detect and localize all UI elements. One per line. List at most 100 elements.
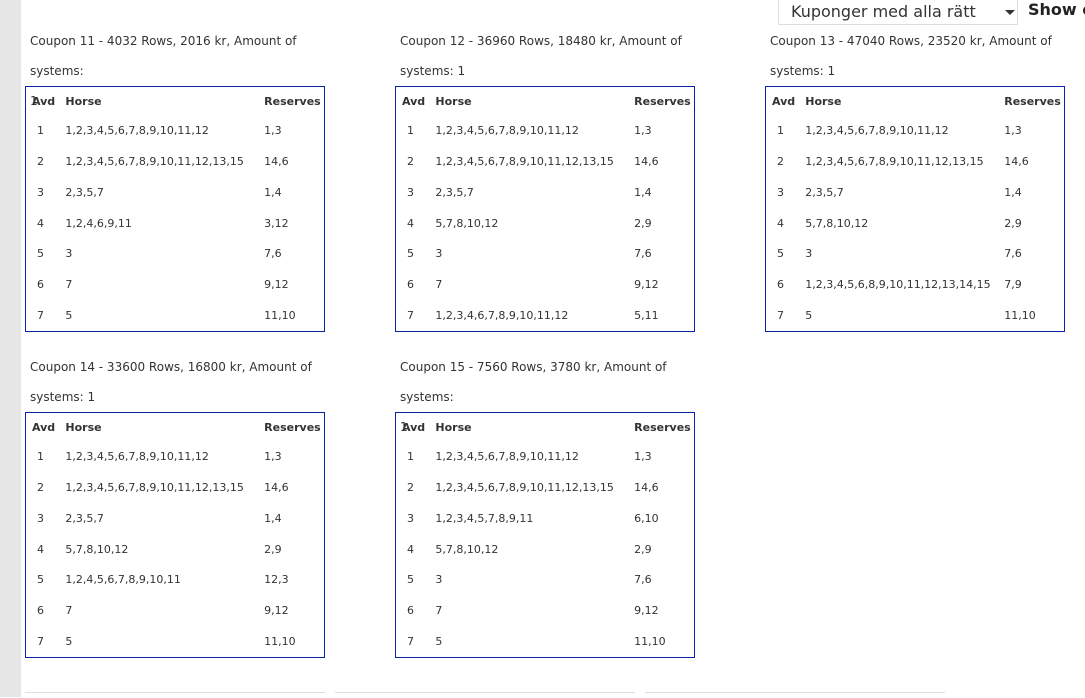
horse-cell: 1,2,3,4,5,6,7,8,9,10,11,12 <box>65 124 209 138</box>
column-header-avd: Avd <box>32 94 56 108</box>
chevron-down-icon[interactable] <box>1005 10 1015 15</box>
coupon-title: Coupon 14 - 33600 Rows, 16800 kr, Amount… <box>25 352 325 412</box>
table-row: 5 3 7,6 <box>396 565 695 596</box>
avd-cell: 3 <box>777 185 784 199</box>
table-row: 6 7 9,12 <box>26 269 325 300</box>
avd-cell: 5 <box>37 573 44 587</box>
column-header-horse: Horse <box>805 94 842 108</box>
table-row: 1 1,2,3,4,5,6,7,8,9,10,11,12 1,3 <box>766 115 1065 146</box>
reserves-cell: 1,4 <box>264 185 282 199</box>
avd-cell: 4 <box>37 216 44 230</box>
coupon-title: Coupon 11 - 4032 Rows, 2016 kr, Amount o… <box>25 26 325 108</box>
avd-cell: 6 <box>407 604 414 618</box>
show-columns-label[interactable]: Show co <box>1028 0 1085 19</box>
horse-cell: 1,2,3,4,5,6,7,8,9,10,11,12 <box>435 124 579 138</box>
avd-cell: 2 <box>407 155 414 169</box>
horse-cell: 5 <box>435 635 443 649</box>
horse-cell: 2,3,5,7 <box>805 185 844 199</box>
table-row: 7 5 11,10 <box>396 626 695 657</box>
coupon-title-line: Coupon 15 - 7560 Rows, 3780 kr, Amount o… <box>400 360 667 404</box>
column-header-horse: Horse <box>65 420 102 434</box>
horse-cell: 1,2,4,6,9,11 <box>65 216 132 230</box>
reserves-cell: 14,6 <box>264 155 289 169</box>
table-row: 4 1,2,4,6,9,11 3,12 <box>26 208 325 239</box>
horse-cell: 3 <box>805 247 813 261</box>
reserves-cell: 6,10 <box>634 511 659 525</box>
horse-cell: 1,2,3,4,5,6,7,8,9,10,11,12,13,15 <box>65 155 244 169</box>
avd-cell: 6 <box>407 278 414 292</box>
coupon-title-line: 1 <box>400 420 408 434</box>
horse-cell: 3 <box>435 573 443 587</box>
avd-cell: 5 <box>407 247 414 261</box>
horse-cell: 1,2,3,4,5,7,8,9,11 <box>435 511 534 525</box>
reserves-cell: 1,3 <box>634 124 652 138</box>
coupon-title-line: systems: 1 <box>770 64 836 78</box>
avd-cell: 7 <box>407 635 414 649</box>
avd-cell: 5 <box>407 573 414 587</box>
column-header-horse: Horse <box>435 94 472 108</box>
reserves-cell: 2,9 <box>634 216 652 230</box>
coupon-block: Coupon 13 - 47040 Rows, 23520 kr, Amount… <box>765 30 1065 332</box>
column-header-avd: Avd <box>32 420 56 434</box>
avd-cell: 2 <box>37 155 44 169</box>
horse-cell: 7 <box>65 278 73 292</box>
reserves-cell: 12,3 <box>264 573 289 587</box>
horse-cell: 3 <box>65 247 73 261</box>
coupon-title: Coupon 12 - 36960 Rows, 18480 kr, Amount… <box>395 26 695 86</box>
table-row: 3 2,3,5,7 1,4 <box>766 177 1065 208</box>
horse-cell: 1,2,3,4,5,6,7,8,9,10,11,12 <box>805 124 949 138</box>
reserves-cell: 11,10 <box>1004 309 1036 323</box>
reserves-cell: 1,4 <box>634 185 652 199</box>
column-header-horse: Horse <box>435 420 472 434</box>
coupon-filter-select[interactable]: Kuponger med alla rätt <box>778 0 1018 25</box>
column-header-reserves: Reserves <box>1004 94 1061 108</box>
table-row: 5 1,2,4,5,6,7,8,9,10,11 12,3 <box>26 565 325 596</box>
coupon-title-line: Coupon 13 - 47040 Rows, 23520 kr, Amount… <box>770 34 1052 48</box>
column-header-avd: Avd <box>402 94 426 108</box>
reserves-cell: 9,12 <box>634 604 659 618</box>
table-row: 4 5,7,8,10,12 2,9 <box>766 208 1065 239</box>
column-header-reserves: Reserves <box>634 94 691 108</box>
horse-cell: 3 <box>435 247 443 261</box>
avd-cell: 5 <box>37 247 44 261</box>
bottom-pagination-strip <box>645 692 945 698</box>
reserves-cell: 5,11 <box>634 309 659 323</box>
reserves-cell: 1,3 <box>634 450 652 464</box>
table-row: 2 1,2,3,4,5,6,7,8,9,10,11,12,13,15 14,6 <box>26 472 325 503</box>
reserves-cell: 1,4 <box>264 511 282 525</box>
coupon-filter-value: Kuponger med alla rätt <box>791 2 976 21</box>
reserves-cell: 7,9 <box>1004 278 1022 292</box>
reserves-cell: 7,6 <box>634 247 652 261</box>
coupon-title-line: systems: 1 <box>30 390 96 404</box>
reserves-cell: 1,3 <box>264 450 282 464</box>
horse-cell: 5,7,8,10,12 <box>435 216 499 230</box>
avd-cell: 4 <box>407 542 414 556</box>
table-row: 7 5 11,10 <box>26 300 325 331</box>
avd-cell: 4 <box>37 542 44 556</box>
avd-cell: 7 <box>37 635 44 649</box>
horse-cell: 5 <box>65 309 73 323</box>
avd-cell: 6 <box>37 278 44 292</box>
horse-cell: 1,2,3,4,5,6,7,8,9,10,11,12,13,15 <box>435 155 614 169</box>
table-row: 5 3 7,6 <box>26 239 325 270</box>
avd-cell: 1 <box>37 450 44 464</box>
reserves-cell: 7,6 <box>634 573 652 587</box>
table-row: 4 5,7,8,10,12 2,9 <box>396 534 695 565</box>
avd-cell: 1 <box>777 124 784 138</box>
reserves-cell: 11,10 <box>634 635 666 649</box>
column-header-avd: Avd <box>402 420 426 434</box>
reserves-cell: 2,9 <box>1004 216 1022 230</box>
horse-cell: 2,3,5,7 <box>65 185 104 199</box>
horse-cell: 1,2,3,4,5,6,8,9,10,11,12,13,14,15 <box>805 278 991 292</box>
reserves-cell: 14,6 <box>264 481 289 495</box>
avd-cell: 3 <box>407 185 414 199</box>
table-row: 6 7 9,12 <box>26 595 325 626</box>
avd-cell: 4 <box>407 216 414 230</box>
reserves-cell: 3,12 <box>264 216 289 230</box>
table-row: 7 5 11,10 <box>26 626 325 657</box>
table-row: 3 2,3,5,7 1,4 <box>396 177 695 208</box>
horse-cell: 7 <box>65 604 73 618</box>
column-header-avd: Avd <box>772 94 796 108</box>
coupon-title: Coupon 13 - 47040 Rows, 23520 kr, Amount… <box>765 26 1065 86</box>
horse-cell: 5 <box>805 309 813 323</box>
